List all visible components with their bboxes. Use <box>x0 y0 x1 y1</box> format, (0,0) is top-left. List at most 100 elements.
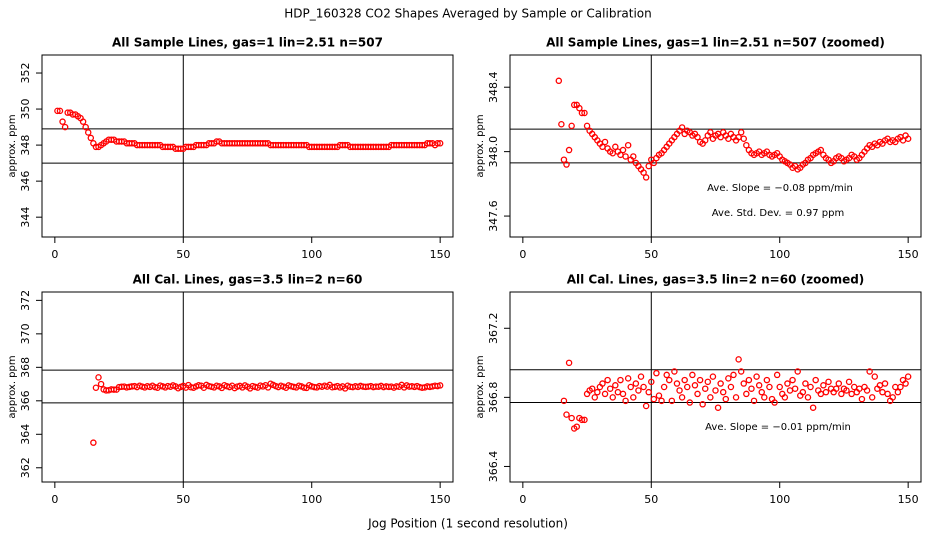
data-point <box>863 387 871 394</box>
data-point <box>84 129 92 136</box>
data-point <box>868 394 876 401</box>
y-tick-label: 372 <box>19 290 32 311</box>
y-tick-label: 348.0 <box>487 136 500 168</box>
plot-frame <box>509 54 922 238</box>
data-point <box>640 169 647 176</box>
data-point <box>599 380 606 387</box>
data-point <box>722 395 730 403</box>
y-tick-label: 362 <box>19 457 32 478</box>
data-point <box>707 129 714 136</box>
data-point <box>436 140 444 147</box>
data-point <box>743 390 750 398</box>
y-tick-label: 348 <box>19 135 32 156</box>
data-point <box>624 141 632 149</box>
data-point <box>897 383 904 391</box>
data-point <box>681 376 688 384</box>
data-point <box>594 388 601 396</box>
x-tick-label: 150 <box>898 248 919 261</box>
data-point <box>627 383 634 391</box>
data-point <box>601 138 609 146</box>
data-point <box>676 387 683 394</box>
data-point <box>678 124 686 131</box>
plot-frame <box>509 291 922 483</box>
data-point <box>581 109 588 117</box>
data-point <box>740 380 748 387</box>
x-tick-label: 0 <box>51 248 58 261</box>
data-point <box>737 129 745 136</box>
data-point <box>696 376 704 384</box>
data-point <box>56 107 64 115</box>
data-point <box>555 77 563 85</box>
data-point <box>717 380 724 387</box>
data-point <box>709 373 717 380</box>
data-point <box>781 394 789 401</box>
data-point <box>791 385 799 392</box>
data-point <box>719 388 727 396</box>
data-point <box>565 146 573 154</box>
data-point <box>668 397 676 405</box>
data-point <box>673 380 681 387</box>
annotation: Ave. Slope = −0.01 ppm/min <box>705 422 851 433</box>
annotation: Ave. Std. Dev. = 0.97 ppm <box>712 208 844 219</box>
data-point <box>95 374 102 381</box>
data-point <box>565 359 573 367</box>
data-point <box>740 135 748 143</box>
data-point <box>879 388 886 396</box>
data-point <box>725 375 732 382</box>
data-point <box>784 380 791 387</box>
data-point <box>619 390 627 398</box>
data-point <box>850 383 858 391</box>
data-point <box>573 423 581 430</box>
data-point <box>601 390 609 398</box>
panel-title: All Sample Lines, gas=1 lin=2.51 n=507 (… <box>546 36 885 50</box>
data-point <box>606 385 614 392</box>
data-point <box>648 378 655 386</box>
y-tick-label: 352 <box>19 63 32 84</box>
data-point <box>704 378 712 386</box>
data-point <box>902 380 909 387</box>
data-point <box>604 376 611 384</box>
y-axis-label: approx. ppm <box>475 114 486 177</box>
data-point <box>730 371 737 379</box>
data-point <box>884 390 891 398</box>
data-point <box>92 384 100 392</box>
data-point <box>763 376 771 384</box>
data-point <box>894 388 902 396</box>
y-tick-label: 370 <box>19 323 32 344</box>
data-point <box>758 388 765 396</box>
data-point <box>858 395 866 403</box>
data-point <box>578 109 586 117</box>
data-point <box>825 378 832 386</box>
x-tick-label: 100 <box>301 493 322 506</box>
data-point <box>666 376 673 384</box>
data-point <box>748 385 755 392</box>
annotation: Ave. Slope = −0.08 ppm/min <box>707 183 853 194</box>
data-point <box>632 380 640 387</box>
data-point <box>650 159 658 167</box>
data-point <box>663 371 670 379</box>
figure-title: HDP_160328 CO2 Shapes Averaged by Sample… <box>284 7 651 21</box>
plot-frame <box>41 291 454 483</box>
data-point <box>635 387 642 394</box>
data-point <box>689 371 696 379</box>
data-point <box>617 376 624 384</box>
data-point <box>624 375 632 382</box>
data-point <box>645 162 652 170</box>
data-point <box>630 394 637 401</box>
data-point <box>59 118 66 125</box>
panel-title: All Cal. Lines, gas=3.5 lin=2 n=60 <box>133 273 363 287</box>
x-tick-label: 50 <box>644 248 658 261</box>
y-tick-label: 368 <box>19 357 32 378</box>
y-axis-label: approx. ppm <box>7 114 18 177</box>
data-point <box>743 141 750 149</box>
data-point <box>802 380 809 387</box>
data-point <box>612 143 619 151</box>
data-point <box>658 397 665 405</box>
panel-title: All Sample Lines, gas=1 lin=2.51 n=507 <box>112 36 383 50</box>
x-tick-label: 50 <box>176 493 190 506</box>
data-point <box>714 404 722 411</box>
data-point <box>678 394 686 401</box>
data-point <box>812 376 819 384</box>
data-point <box>637 373 645 380</box>
